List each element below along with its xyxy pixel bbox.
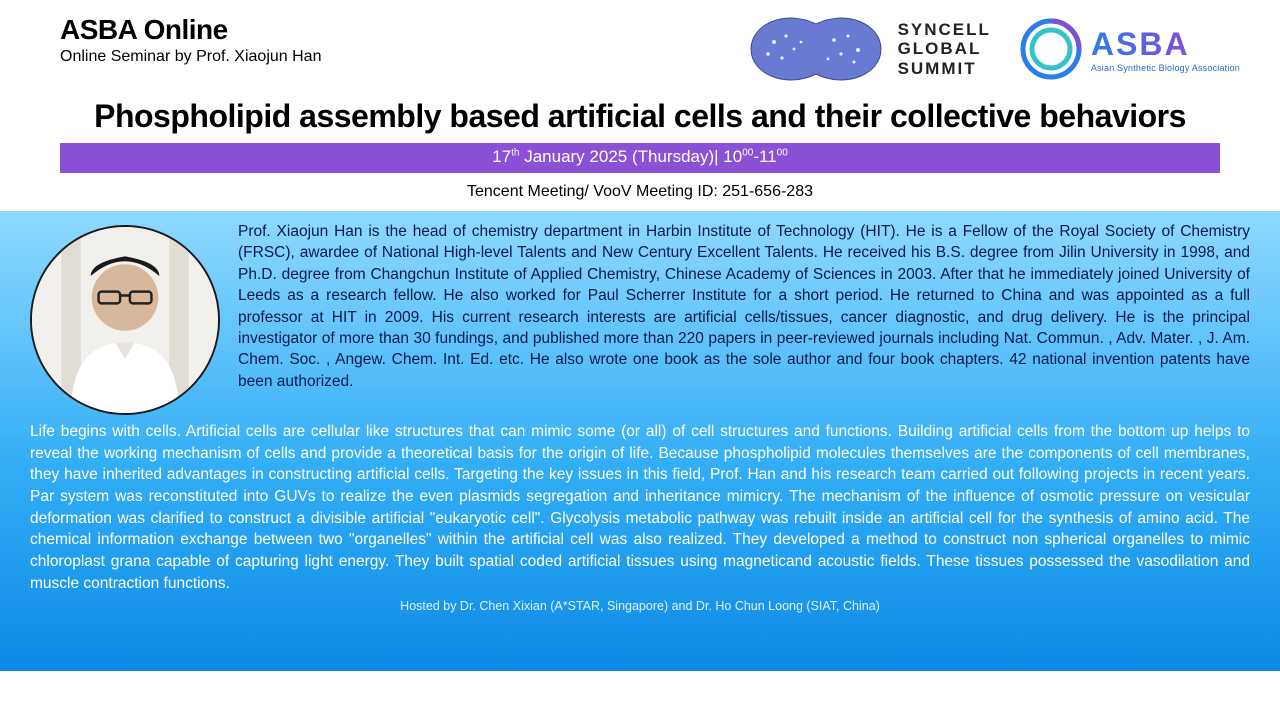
- syncell-line-1: SYNCELL: [898, 20, 991, 40]
- logos-region: SYNCELL GLOBAL SUMMIT ASBA Asian Synthet…: [341, 14, 1240, 84]
- asba-ring-icon: [1019, 17, 1083, 81]
- time-start-h: 10: [723, 147, 742, 166]
- date-day: 17: [492, 147, 511, 166]
- asba-text-block: ASBA Asian Synthetic Biology Association: [1091, 26, 1240, 73]
- date-ordinal: th: [511, 147, 519, 158]
- header-left: ASBA Online Online Seminar by Prof. Xiao…: [60, 14, 321, 66]
- date-bar: 17th January 2025 (Thursday)| 1000-1100: [60, 143, 1220, 173]
- asba-text: ASBA: [1091, 26, 1240, 63]
- talk-title: Phospholipid assembly based artificial c…: [30, 98, 1250, 135]
- header-row: ASBA Online Online Seminar by Prof. Xiao…: [0, 0, 1280, 92]
- meeting-id: Tencent Meeting/ VooV Meeting ID: 251-65…: [0, 183, 1280, 201]
- bio-top: Prof. Xiaojun Han is the head of chemist…: [30, 221, 1250, 415]
- time-end-m: 00: [777, 147, 788, 158]
- asba-subtext: Asian Synthetic Biology Association: [1091, 63, 1240, 73]
- butterfly-icon: [746, 14, 886, 84]
- syncell-line-3: SUMMIT: [898, 59, 991, 79]
- speaker-photo: [30, 225, 220, 415]
- syncell-line-2: GLOBAL: [898, 39, 991, 59]
- date-month-year: January 2025 (Thursday): [524, 147, 714, 166]
- header-subtitle: Online Seminar by Prof. Xiaojun Han: [60, 48, 321, 66]
- syncell-logo: SYNCELL GLOBAL SUMMIT: [746, 14, 991, 84]
- time-start-m: 00: [742, 147, 753, 158]
- footer-hosts: Hosted by Dr. Chen Xixian (A*STAR, Singa…: [30, 599, 1250, 613]
- header-title: ASBA Online: [60, 14, 321, 46]
- abstract-text: Life begins with cells. Artificial cells…: [30, 421, 1250, 595]
- bio-section: Prof. Xiaojun Han is the head of chemist…: [0, 211, 1280, 671]
- bio-text: Prof. Xiaojun Han is the head of chemist…: [238, 221, 1250, 392]
- asba-logo: ASBA Asian Synthetic Biology Association: [1019, 17, 1240, 81]
- time-end-h: 11: [759, 147, 777, 166]
- syncell-text: SYNCELL GLOBAL SUMMIT: [898, 20, 991, 79]
